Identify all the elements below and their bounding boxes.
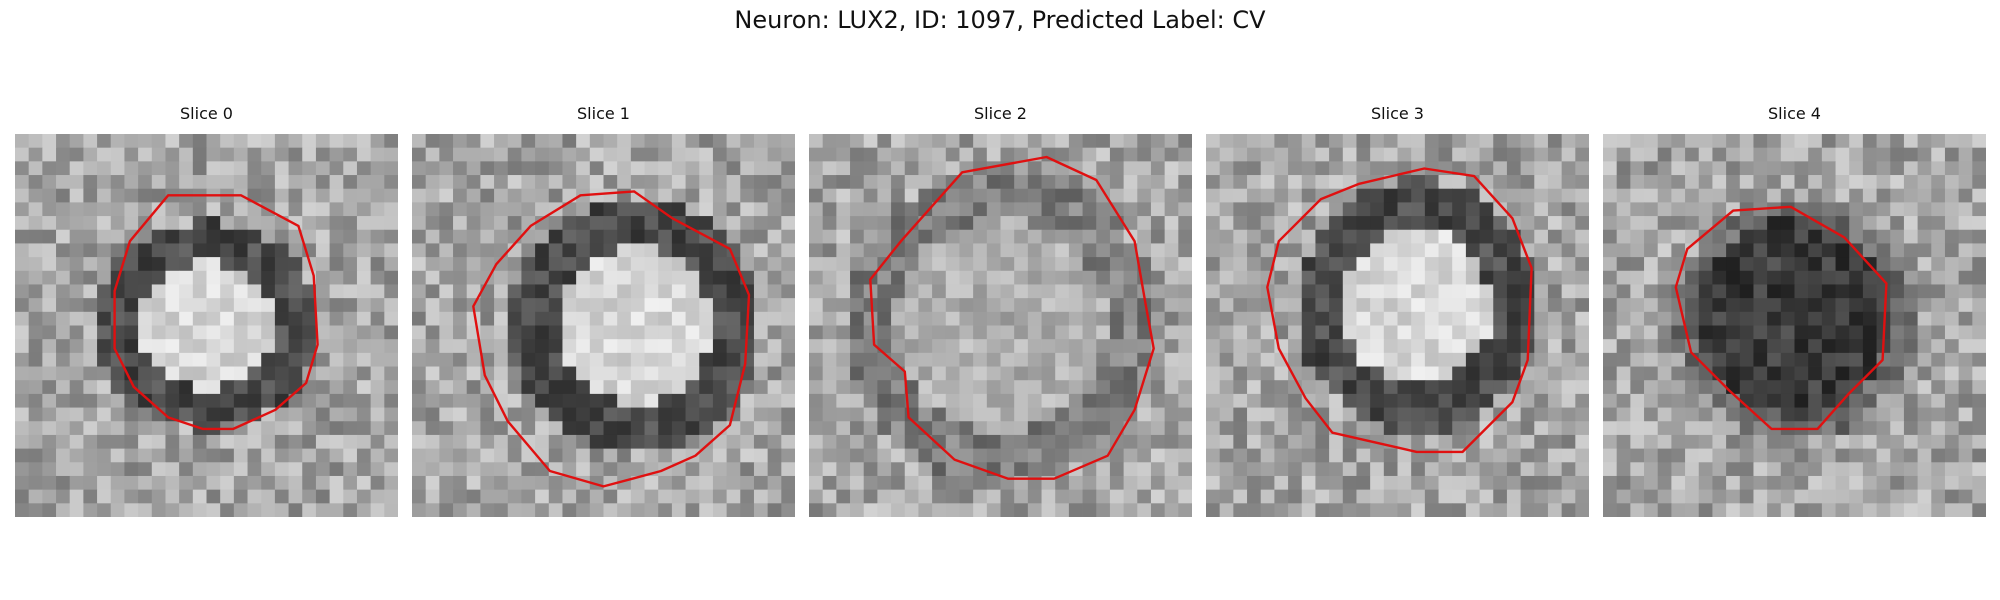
figure-title: Neuron: LUX2, ID: 1097, Predicted Label:…	[734, 6, 1266, 34]
segmentation-contour	[1266, 167, 1533, 454]
slice-title-0: Slice 0	[180, 104, 233, 123]
pixel-grid	[412, 134, 795, 517]
slice-panel-2: Slice 2	[809, 104, 1192, 517]
pixel-grid	[809, 134, 1192, 517]
slice-title-1: Slice 1	[577, 104, 630, 123]
segmentation-contour	[1674, 205, 1888, 431]
pixel-grid	[15, 134, 398, 517]
slice-panel-0: Slice 0	[15, 104, 398, 517]
slice-title-4: Slice 4	[1768, 104, 1821, 123]
pixel-grid	[1206, 134, 1589, 517]
slice-image-4	[1603, 134, 1986, 517]
slice-panel-1: Slice 1	[412, 104, 795, 517]
slice-title-3: Slice 3	[1371, 104, 1424, 123]
slice-title-2: Slice 2	[974, 104, 1027, 123]
segmentation-contour	[472, 190, 751, 488]
segmentation-contour	[869, 155, 1155, 480]
segmentation-contour	[113, 194, 319, 431]
slice-panel-3: Slice 3	[1206, 104, 1589, 517]
pixel-grid	[1603, 134, 1986, 517]
slice-image-0	[15, 134, 398, 517]
slice-image-1	[412, 134, 795, 517]
slice-image-3	[1206, 134, 1589, 517]
slice-image-2	[809, 134, 1192, 517]
slice-panel-4: Slice 4	[1603, 104, 1986, 517]
